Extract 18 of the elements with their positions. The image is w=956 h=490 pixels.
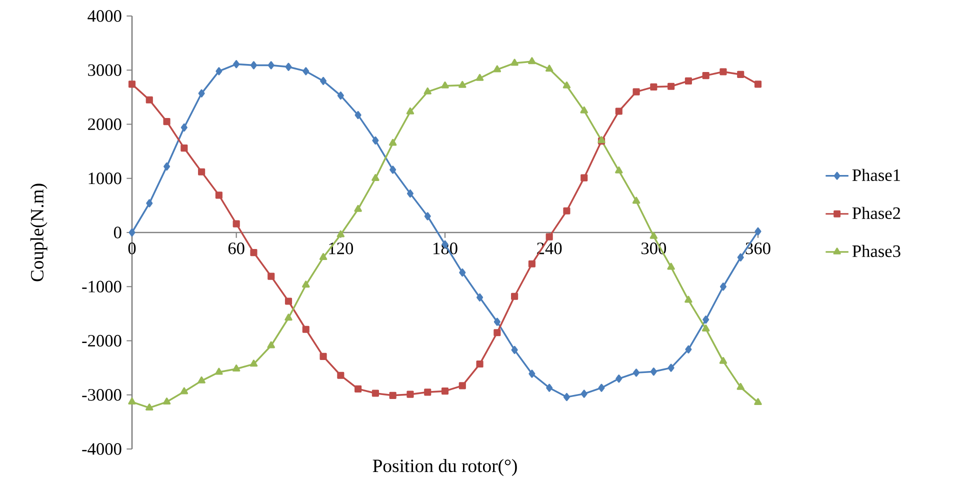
y-tick-label: -2000 xyxy=(82,334,122,347)
y-tick-label: -3000 xyxy=(82,389,122,401)
y-axis-title: Couple(N.m) xyxy=(30,184,48,282)
y-tick-label: -4000 xyxy=(82,443,122,455)
x-tick-label: 360 xyxy=(746,242,770,254)
y-tick-label: 1000 xyxy=(88,172,122,184)
y-tick-label: 2000 xyxy=(88,118,122,130)
x-tick-label: 60 xyxy=(228,242,244,254)
y-tick-label: -1000 xyxy=(82,280,122,292)
y-tick-label: 0 xyxy=(114,226,122,238)
legend-label: Phase2 xyxy=(852,206,900,220)
x-tick-label: 0 xyxy=(128,242,136,254)
y-tick-label: 4000 xyxy=(88,10,122,22)
legend-label: Phase3 xyxy=(852,244,900,258)
x-tick-label: 120 xyxy=(329,242,354,254)
legend-label: Phase1 xyxy=(852,168,900,182)
x-axis-title: Position du rotor(°) xyxy=(372,459,517,476)
y-tick-label: 3000 xyxy=(88,64,122,76)
